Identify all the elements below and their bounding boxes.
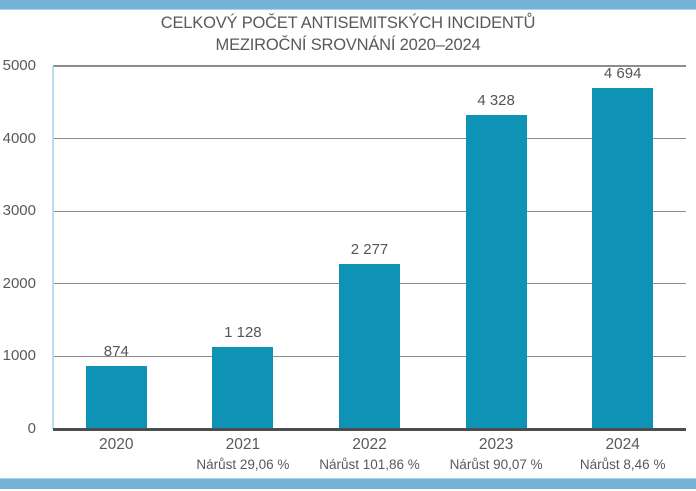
bar-2020 [85, 365, 147, 429]
x-axis-baseline [53, 427, 686, 431]
gridline-3000 [53, 210, 686, 212]
x-category-label-2021: 2021 [225, 436, 261, 453]
x-category-label-2024: 2024 [605, 436, 640, 453]
y-tick-label-4000: 4000 [2, 129, 36, 147]
y-tick-label-5000: 5000 [2, 57, 36, 74]
bar-value-label-2021: 1 128 [224, 324, 262, 342]
bar-value-label-2020: 874 [103, 342, 129, 360]
chart-title: CELKOVÝ POČET ANTISEMITSKÝCH INCIDENTŮ M… [0, 12, 696, 56]
chart-title-line1: CELKOVÝ POČET ANTISEMITSKÝCH INCIDENTŮ [160, 14, 536, 32]
growth-label-2022: Nárůst 101,86 % [319, 457, 420, 472]
bar-2023 [465, 114, 527, 429]
y-tick-label-2000: 2000 [2, 274, 36, 292]
top-border-strip [0, 0, 696, 10]
chart-title-line2: MEZIROČNÍ SROVNÁNÍ 2020–2024 [215, 36, 481, 54]
y-tick-label-0: 0 [27, 420, 36, 437]
growth-label-2023: Nárůst 90,07 % [449, 457, 543, 472]
growth-label-2024: Nárůst 8,46 % [579, 457, 666, 472]
bottom-border-strip [0, 478, 696, 489]
growth-label-2021: Nárůst 29,06 % [196, 457, 290, 472]
bar-2021 [212, 347, 274, 429]
y-axis-line [52, 66, 54, 429]
x-category-label-2020: 2020 [99, 436, 134, 453]
bar-value-label-2022: 2 277 [350, 240, 389, 258]
gridline-4000 [53, 137, 686, 140]
y-tick-label-3000: 3000 [2, 202, 36, 220]
x-category-label-2022: 2022 [352, 436, 387, 453]
bar-2022 [339, 263, 400, 429]
bar-value-label-2023: 4 328 [477, 91, 515, 109]
bar-2024 [592, 88, 654, 429]
y-tick-label-1000: 1000 [2, 347, 36, 365]
gridline-5000 [53, 65, 686, 67]
x-category-label-2023: 2023 [478, 436, 514, 453]
bar-value-label-2024: 4 694 [603, 65, 642, 83]
